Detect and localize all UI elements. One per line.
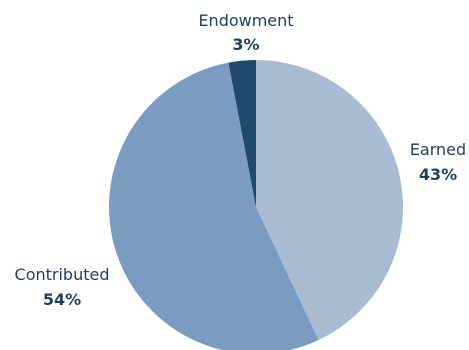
slice-label-earned-name: Earned bbox=[410, 140, 466, 159]
pie-labels: Endowment 3% Earned 43% Contributed 54% bbox=[15, 11, 467, 309]
pie-slice-endowment bbox=[228, 60, 256, 207]
pie-slice-earned bbox=[256, 60, 404, 341]
slice-label-endowment-value: 3% bbox=[232, 35, 259, 54]
pie-slice-contributed bbox=[109, 62, 319, 350]
slice-label-earned-value: 43% bbox=[419, 165, 457, 184]
slice-label-contributed-value: 54% bbox=[43, 290, 81, 309]
pie-slices bbox=[109, 60, 404, 350]
slice-label-endowment-name: Endowment bbox=[198, 11, 293, 30]
slice-label-contributed-name: Contributed bbox=[15, 265, 110, 284]
